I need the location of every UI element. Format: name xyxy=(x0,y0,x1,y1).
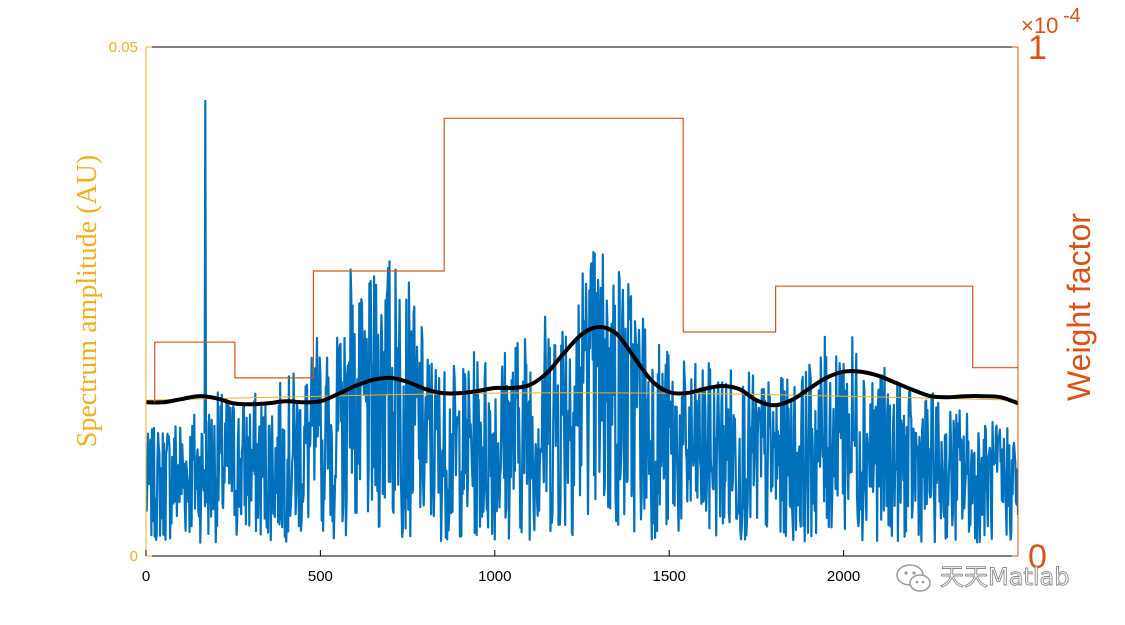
y-axis-label-right: Weight factor xyxy=(1061,213,1097,401)
exponent-times-sign: ×10 xyxy=(1021,13,1058,38)
x-tick-label: 500 xyxy=(308,568,333,585)
exponent-power: -4 xyxy=(1063,5,1081,27)
x-tick-label: 1000 xyxy=(478,568,511,585)
y-tick-label-left: 0.05 xyxy=(109,39,138,56)
envelope-line xyxy=(146,325,1018,408)
y-tick-label-left: 0 xyxy=(130,548,138,565)
envelope-series xyxy=(146,325,1018,408)
watermark-text: 天天Matlab xyxy=(940,563,1069,591)
tick-labels: 0 500 1000 1500 2000 0 0.05 0 1 xyxy=(109,29,1047,585)
baseline-line xyxy=(146,392,1018,401)
axes xyxy=(145,46,1019,557)
x-tick-label: 0 xyxy=(142,568,150,585)
weight-series xyxy=(154,117,1018,403)
weight-step-line xyxy=(154,117,1018,403)
watermark: 天天Matlab xyxy=(896,563,1070,592)
x-tick-label: 2000 xyxy=(827,568,860,585)
x-tick-label: 1500 xyxy=(653,568,686,585)
right-axis-exponent: ×10 -4 xyxy=(1021,5,1081,38)
baseline-series xyxy=(146,392,1018,401)
spectrum-line xyxy=(146,99,1018,544)
y-axis-label-left: Spectrum amplitude (AU) xyxy=(72,155,103,447)
spectrum-series xyxy=(146,99,1018,544)
wechat-icon xyxy=(896,564,931,592)
y-tick-label-right: 1 xyxy=(1028,29,1047,67)
y-tick-label-right: 0 xyxy=(1028,538,1047,576)
